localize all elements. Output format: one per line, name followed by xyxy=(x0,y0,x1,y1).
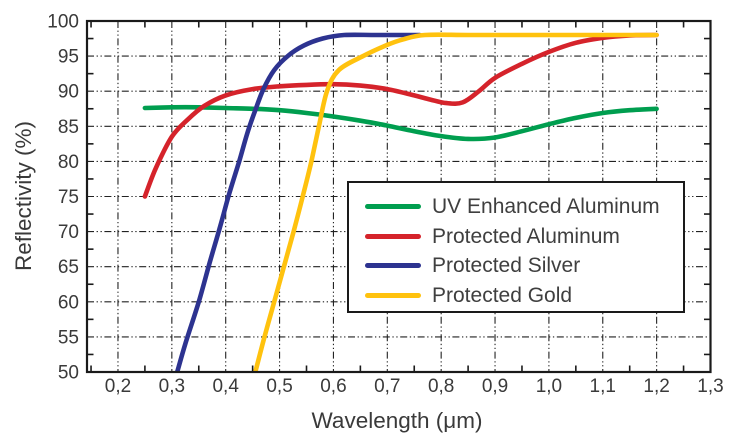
data-curves xyxy=(142,32,659,372)
legend-label: UV Enhanced Aluminum xyxy=(432,195,660,219)
x-tick-label: 0,8 xyxy=(428,376,454,397)
y-tick-label: 75 xyxy=(58,187,79,208)
legend-item-protected-gold: Protected Gold xyxy=(365,281,683,311)
x-tick-label: 0,3 xyxy=(159,376,185,397)
series-curve-protected-aluminum xyxy=(142,32,659,199)
y-tick-label: 80 xyxy=(58,152,79,173)
x-tick-label: 1,2 xyxy=(643,376,669,397)
x-tick-label: 1,3 xyxy=(697,376,723,397)
legend-swatch-protected-silver xyxy=(365,263,421,269)
legend-item-uv-enhanced-aluminum: UV Enhanced Aluminum xyxy=(365,192,683,222)
legend-item-protected-aluminum: Protected Aluminum xyxy=(365,222,683,252)
y-tick-label: 100 xyxy=(47,12,79,33)
legend-label: Protected Aluminum xyxy=(432,224,620,248)
y-tick-label: 55 xyxy=(58,327,79,348)
tick-labels: 0,2 0,3 0,4 0,5 0,6 0,7 0,8 0,9 1,0 1,1 1,2 1,3 50 55… xyxy=(47,12,723,398)
y-tick-label: 65 xyxy=(58,257,79,278)
x-tick-label: 0,2 xyxy=(105,376,131,397)
x-tick-label: 1,0 xyxy=(536,376,562,397)
x-tick-label: 0,4 xyxy=(212,376,239,397)
legend-box: UV Enhanced Aluminum Protected Aluminum Pr… xyxy=(347,181,685,313)
series-curve-protected-silver xyxy=(174,32,422,372)
series-curve-uv-enhanced-aluminum xyxy=(142,104,659,142)
y-tick-label: 90 xyxy=(58,82,79,103)
legend-item-protected-silver: Protected Silver xyxy=(365,251,683,281)
x-tick-label: 0,9 xyxy=(482,376,508,397)
y-tick-label: 95 xyxy=(58,47,79,68)
series-curve-protected-gold xyxy=(253,32,659,372)
legend-label: Protected Silver xyxy=(432,254,581,278)
plot-frame xyxy=(85,19,712,374)
y-axis-title: Reflectivity (%) xyxy=(11,121,36,271)
x-axis-title: Wavelength (μm) xyxy=(312,408,483,433)
x-tick-label: 0,6 xyxy=(320,376,346,397)
y-tick-label: 70 xyxy=(58,222,79,243)
legend-label: Protected Gold xyxy=(432,283,573,307)
x-tick-label: 0,7 xyxy=(374,376,400,397)
y-tick-label: 50 xyxy=(58,363,79,384)
legend-swatch-uv-enhanced-aluminum xyxy=(365,204,421,210)
legend-swatch-protected-gold xyxy=(365,292,421,298)
x-tick-label: 1,1 xyxy=(590,376,616,397)
y-tick-label: 85 xyxy=(58,117,79,138)
y-tick-label: 60 xyxy=(58,292,79,313)
x-tick-label: 0,5 xyxy=(266,376,292,397)
legend-swatch-protected-aluminum xyxy=(365,233,421,239)
